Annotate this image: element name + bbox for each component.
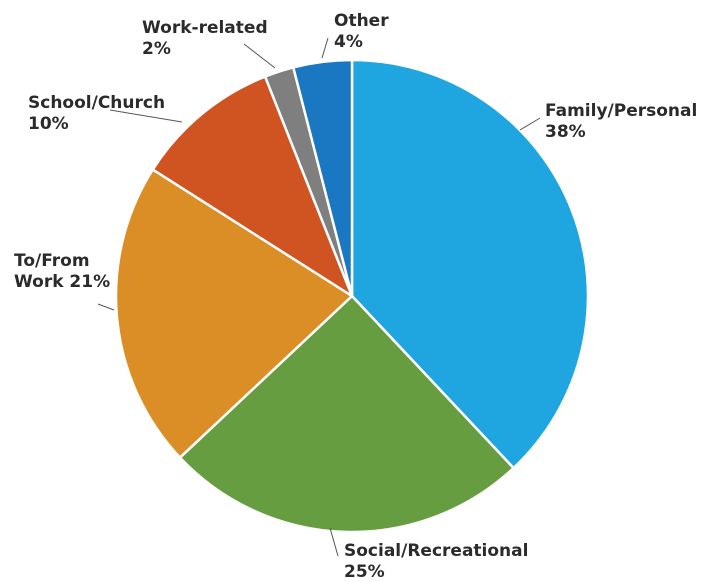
slice-other: [291, 58, 354, 297]
label-line: 4%: [334, 32, 363, 52]
label-line: Family/Personal: [545, 101, 697, 121]
slice-school-church: [151, 74, 355, 300]
leader-line-social-recreational: [329, 527, 339, 557]
leader-lines: [97, 37, 541, 557]
label-school-church: School/Church 10%: [28, 93, 165, 134]
label-line: Work-related: [142, 18, 268, 38]
label-line: Work 21%: [14, 272, 110, 292]
label-to-from-work: To/From Work 21%: [14, 251, 110, 292]
leader-line-to-from-work: [97, 303, 115, 311]
label-other: Other 4%: [334, 11, 389, 52]
slice-social-recreational: [178, 294, 516, 534]
leader-line-work-related: [243, 43, 276, 69]
slice-labels: Family/Personal 38% Social/Recreational 25%…: [14, 11, 697, 582]
label-line: 38%: [545, 122, 586, 142]
label-work-related: Work-related 2%: [142, 18, 268, 59]
label-line: Other: [334, 11, 389, 31]
label-line: 25%: [344, 562, 385, 582]
leader-line-school-church: [109, 109, 183, 123]
label-social-recreational: Social/Recreational 25%: [344, 541, 528, 582]
label-line: School/Church: [28, 93, 165, 113]
slice-to-from-work: [114, 167, 355, 460]
leader-line-other: [321, 37, 329, 59]
slice-family-personal: [350, 58, 590, 470]
label-line: 10%: [28, 114, 69, 134]
label-family-personal: Family/Personal 38%: [545, 101, 697, 142]
leader-line-family-personal: [519, 117, 541, 131]
label-line: 2%: [142, 39, 171, 59]
label-line: Social/Recreational: [344, 541, 528, 561]
pie-slices: [114, 58, 590, 534]
label-line: To/From: [14, 251, 90, 271]
